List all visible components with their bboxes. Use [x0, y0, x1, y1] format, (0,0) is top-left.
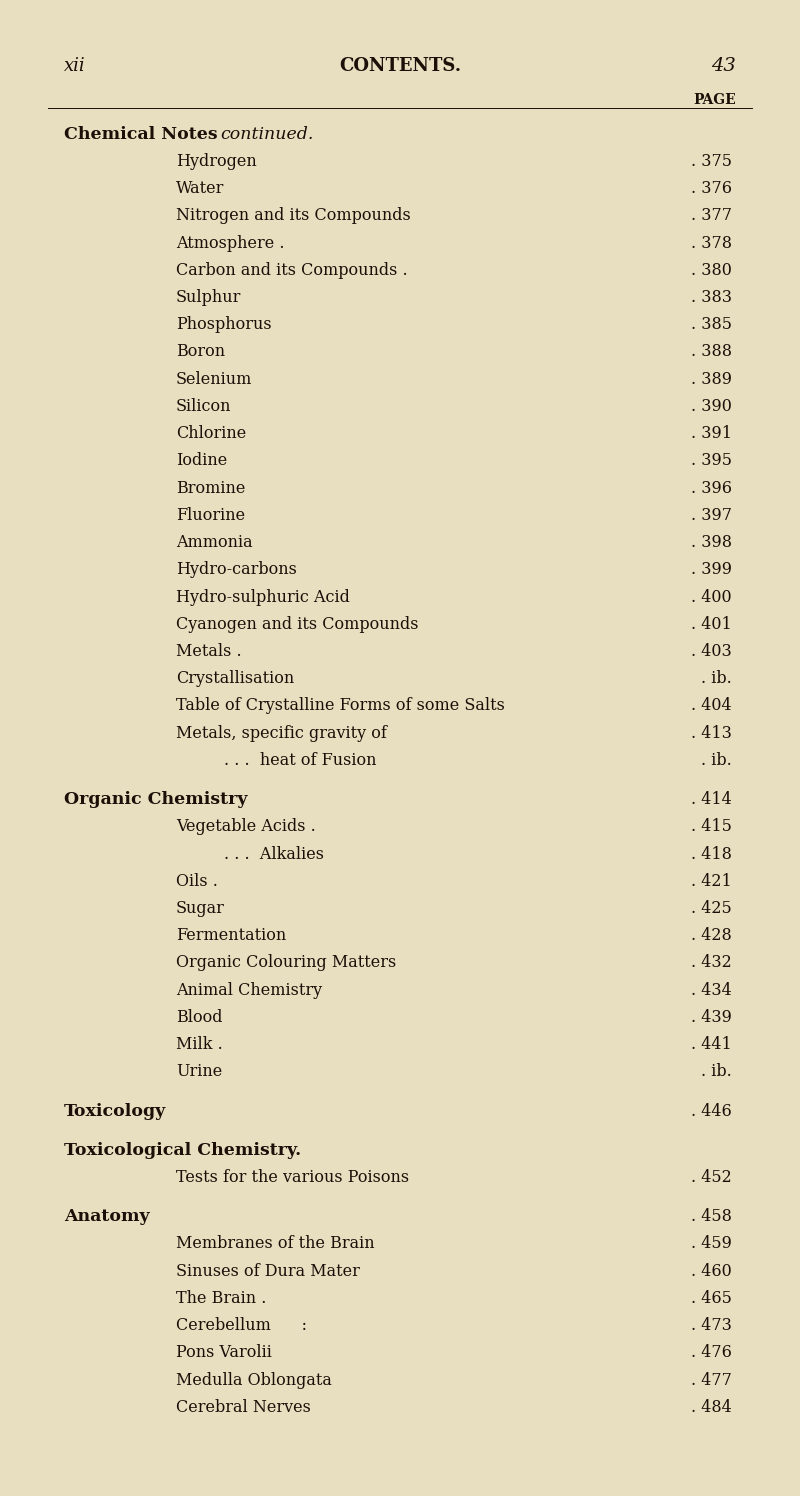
Text: CONTENTS.: CONTENTS. — [339, 57, 461, 75]
Text: . 376: . 376 — [691, 180, 732, 197]
Text: . . .  heat of Fusion: . . . heat of Fusion — [224, 752, 377, 769]
Text: Ammonia: Ammonia — [176, 534, 253, 551]
Text: . 377: . 377 — [691, 208, 732, 224]
Text: The Brain .: The Brain . — [176, 1290, 266, 1308]
Text: . 390: . 390 — [691, 398, 732, 414]
Text: Nitrogen and its Compounds: Nitrogen and its Compounds — [176, 208, 410, 224]
Text: . 380: . 380 — [691, 262, 732, 278]
Text: Hydrogen: Hydrogen — [176, 153, 257, 171]
Text: . 375: . 375 — [691, 153, 732, 171]
Text: . 428: . 428 — [691, 928, 732, 944]
Text: . 418: . 418 — [691, 845, 732, 863]
Text: Silicon: Silicon — [176, 398, 231, 414]
Text: Metals, specific gravity of: Metals, specific gravity of — [176, 724, 387, 742]
Text: Sinuses of Dura Mater: Sinuses of Dura Mater — [176, 1263, 360, 1279]
Text: Bromine: Bromine — [176, 480, 246, 497]
Text: Toxicological Chemistry.: Toxicological Chemistry. — [64, 1141, 301, 1159]
Text: . 446: . 446 — [691, 1103, 732, 1119]
Text: . 452: . 452 — [691, 1168, 732, 1186]
Text: . 425: . 425 — [691, 901, 732, 917]
Text: Phosphorus: Phosphorus — [176, 316, 272, 334]
Text: Fluorine: Fluorine — [176, 507, 245, 524]
Text: . 439: . 439 — [691, 1008, 732, 1026]
Text: Metals .: Metals . — [176, 643, 242, 660]
Text: . 484: . 484 — [691, 1399, 732, 1415]
Text: Cerebral Nerves: Cerebral Nerves — [176, 1399, 311, 1415]
Text: Urine: Urine — [176, 1064, 222, 1080]
Text: . 388: . 388 — [691, 344, 732, 361]
Text: . 421: . 421 — [691, 872, 732, 890]
Text: . 383: . 383 — [691, 289, 732, 307]
Text: 43: 43 — [711, 57, 736, 75]
Text: . 414: . 414 — [691, 791, 732, 808]
Text: . 477: . 477 — [691, 1372, 732, 1388]
Text: Tests for the various Poisons: Tests for the various Poisons — [176, 1168, 409, 1186]
Text: Water: Water — [176, 180, 224, 197]
Text: Organic Colouring Matters: Organic Colouring Matters — [176, 954, 396, 971]
Text: xii: xii — [64, 57, 86, 75]
Text: . 415: . 415 — [691, 818, 732, 835]
Text: PAGE: PAGE — [694, 93, 736, 106]
Text: . 385: . 385 — [691, 316, 732, 334]
Text: Organic Chemistry: Organic Chemistry — [64, 791, 247, 808]
Text: . 473: . 473 — [691, 1316, 732, 1334]
Text: . 389: . 389 — [691, 371, 732, 387]
Text: . 459: . 459 — [691, 1236, 732, 1252]
Text: Cerebellum      :: Cerebellum : — [176, 1316, 307, 1334]
Text: Crystallisation: Crystallisation — [176, 670, 294, 687]
Text: Hydro-sulphuric Acid: Hydro-sulphuric Acid — [176, 588, 350, 606]
Text: . 399: . 399 — [691, 561, 732, 579]
Text: . ib.: . ib. — [702, 1064, 732, 1080]
Text: . 401: . 401 — [691, 616, 732, 633]
Text: . 458: . 458 — [691, 1209, 732, 1225]
Text: . 396: . 396 — [691, 480, 732, 497]
Text: . 398: . 398 — [691, 534, 732, 551]
Text: continued.: continued. — [220, 126, 314, 142]
Text: . ib.: . ib. — [702, 670, 732, 687]
Text: Iodine: Iodine — [176, 452, 227, 470]
Text: . 476: . 476 — [691, 1345, 732, 1361]
Text: Animal Chemistry: Animal Chemistry — [176, 981, 322, 999]
Text: Medulla Oblongata: Medulla Oblongata — [176, 1372, 332, 1388]
Text: Cyanogen and its Compounds: Cyanogen and its Compounds — [176, 616, 418, 633]
Text: . 434: . 434 — [691, 981, 732, 999]
Text: . 465: . 465 — [691, 1290, 732, 1308]
Text: Carbon and its Compounds .: Carbon and its Compounds . — [176, 262, 408, 278]
Text: . 403: . 403 — [691, 643, 732, 660]
Text: . 413: . 413 — [691, 724, 732, 742]
Text: . 400: . 400 — [691, 588, 732, 606]
Text: Milk .: Milk . — [176, 1037, 222, 1053]
Text: Blood: Blood — [176, 1008, 222, 1026]
Text: . 395: . 395 — [691, 452, 732, 470]
Text: Chemical Notes: Chemical Notes — [64, 126, 224, 142]
Text: . . .  Alkalies: . . . Alkalies — [224, 845, 324, 863]
Text: . 404: . 404 — [691, 697, 732, 715]
Text: . 397: . 397 — [691, 507, 732, 524]
Text: Pons Varolii: Pons Varolii — [176, 1345, 272, 1361]
Text: Selenium: Selenium — [176, 371, 252, 387]
Text: Hydro-carbons: Hydro-carbons — [176, 561, 297, 579]
Text: Fermentation: Fermentation — [176, 928, 286, 944]
Text: . 391: . 391 — [691, 425, 732, 443]
Text: Anatomy: Anatomy — [64, 1209, 150, 1225]
Text: Boron: Boron — [176, 344, 225, 361]
Text: Sulphur: Sulphur — [176, 289, 242, 307]
Text: . 432: . 432 — [691, 954, 732, 971]
Text: . 441: . 441 — [691, 1037, 732, 1053]
Text: Membranes of the Brain: Membranes of the Brain — [176, 1236, 374, 1252]
Text: Vegetable Acids .: Vegetable Acids . — [176, 818, 316, 835]
Text: Oils .: Oils . — [176, 872, 218, 890]
Text: Chlorine: Chlorine — [176, 425, 246, 443]
Text: Toxicology: Toxicology — [64, 1103, 166, 1119]
Text: Table of Crystalline Forms of some Salts: Table of Crystalline Forms of some Salts — [176, 697, 505, 715]
Text: . ib.: . ib. — [702, 752, 732, 769]
Text: Atmosphere .: Atmosphere . — [176, 235, 285, 251]
Text: . 460: . 460 — [691, 1263, 732, 1279]
Text: . 378: . 378 — [691, 235, 732, 251]
Text: Sugar: Sugar — [176, 901, 225, 917]
